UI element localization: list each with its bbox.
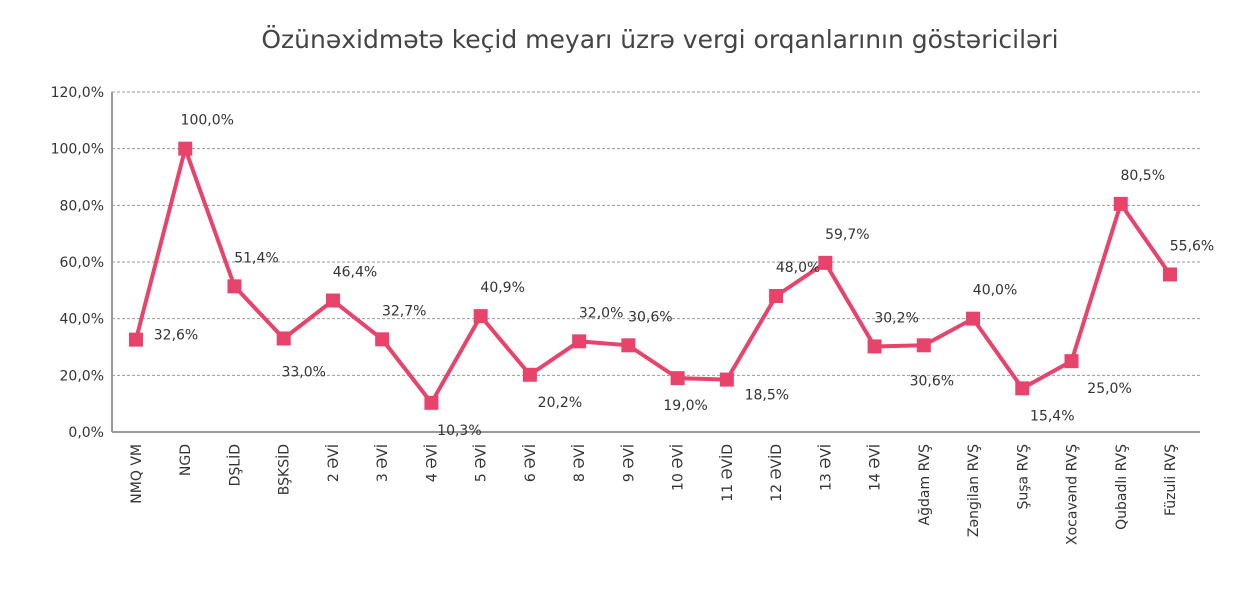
data-point: [966, 311, 981, 326]
x-tick-label: 4 ƏVİ: [422, 444, 440, 482]
x-tick-label: Zəngilan RVŞ: [966, 444, 982, 537]
value-label: 30,2%: [874, 310, 918, 326]
data-point: [178, 141, 193, 156]
value-label: 55,6%: [1170, 238, 1214, 254]
x-tick-label: Şuşa RVŞ: [1015, 444, 1031, 510]
value-label: 30,6%: [910, 373, 954, 389]
x-tick-label: 9 ƏVİ: [619, 444, 637, 482]
value-label: 19,0%: [663, 398, 707, 414]
data-point: [473, 309, 488, 324]
x-tick-label: 2 ƏVİ: [324, 444, 342, 482]
x-tick-label: NGD: [178, 444, 194, 476]
data-point: [867, 339, 882, 354]
x-tick-label: 8 ƏVİ: [570, 444, 588, 482]
data-point: [522, 367, 537, 382]
x-tick-label: 5 ƏVİ: [472, 444, 490, 482]
value-label: 15,4%: [1030, 408, 1074, 424]
data-point: [1163, 267, 1177, 282]
x-tick-label: Füzuli RVŞ: [1163, 444, 1179, 516]
y-tick-label: 60,0%: [60, 255, 104, 271]
x-tick-label: NMQ VM: [129, 444, 145, 504]
y-tick-label: 80,0%: [60, 198, 104, 214]
x-tick-label: BŞKSİD: [275, 444, 293, 495]
x-tick-label: 12 ƏVİD: [767, 444, 785, 502]
data-point: [916, 338, 931, 353]
value-label: 48,0%: [776, 260, 820, 276]
x-tick-label: 3 ƏVİ: [373, 444, 391, 482]
data-point: [325, 293, 340, 308]
value-label: 33,0%: [281, 365, 325, 381]
x-tick-label: 10 ƏVİ: [669, 444, 687, 491]
x-tick-label: Xocavənd RVŞ: [1065, 444, 1081, 545]
data-point: [769, 289, 784, 303]
data-point: [621, 338, 636, 353]
value-label: 59,7%: [825, 227, 869, 243]
data-point: [227, 279, 242, 294]
value-label: 25,0%: [1087, 381, 1131, 397]
y-tick-label: 100,0%: [51, 142, 104, 158]
value-label: 18,5%: [745, 388, 789, 404]
data-point: [276, 331, 291, 346]
y-tick-label: 20,0%: [60, 368, 104, 384]
value-label: 40,9%: [480, 280, 524, 296]
data-point: [375, 332, 390, 347]
data-line: [134, 141, 1172, 407]
x-tick-label: Qubadlı RVŞ: [1114, 444, 1130, 530]
x-tick-label: 14 ƏVİ: [866, 444, 884, 491]
value-label: 51,4%: [234, 250, 278, 266]
data-point: [1113, 196, 1128, 211]
x-tick-label: 13 ƏVİ: [816, 444, 834, 491]
data-point: [818, 255, 833, 270]
value-label: 32,6%: [154, 328, 198, 344]
data-point: [719, 372, 734, 387]
y-tick-label: 40,0%: [60, 312, 104, 328]
data-point: [1064, 354, 1079, 369]
y-tick-label: 0,0%: [68, 425, 104, 441]
x-tick-label: DŞLİD: [225, 444, 243, 486]
value-label: 32,0%: [579, 305, 623, 321]
data-point: [670, 371, 685, 386]
value-label: 80,5%: [1121, 168, 1165, 184]
x-tick-label: 11 ƏVİD: [718, 444, 736, 502]
data-point: [572, 334, 587, 349]
y-tick-label: 120,0%: [51, 85, 104, 101]
value-label: 10,3%: [437, 423, 481, 439]
value-label: 40,0%: [973, 283, 1017, 299]
chart-title: Özünəxidmətə keçid meyarı üzrə vergi orq…: [261, 25, 1058, 54]
x-tick-label: Ağdam RVŞ: [917, 444, 933, 526]
data-point: [1015, 381, 1030, 396]
value-label: 20,2%: [538, 395, 582, 411]
value-label: 100,0%: [181, 113, 234, 129]
x-tick-label: 6 ƏVİ: [521, 444, 539, 482]
value-label: 30,6%: [628, 309, 672, 325]
value-label: 32,7%: [382, 303, 426, 319]
data-point: [129, 332, 143, 347]
value-label: 46,4%: [333, 265, 377, 281]
data-point: [424, 395, 439, 410]
